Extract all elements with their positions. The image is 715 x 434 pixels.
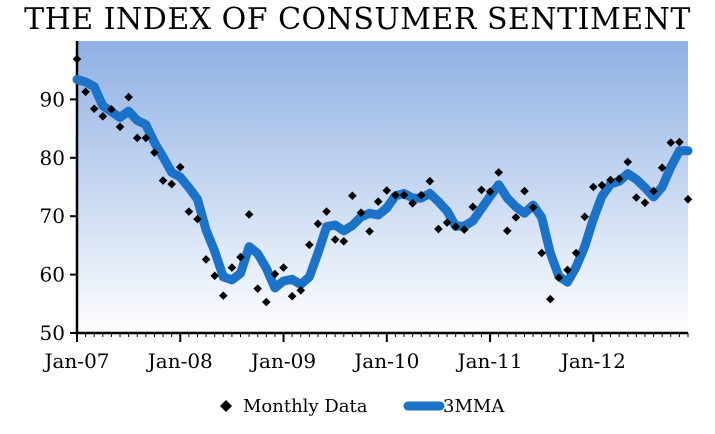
data-point	[89, 104, 99, 114]
y-tick-label: 80	[40, 146, 65, 170]
data-point	[485, 187, 495, 196]
data-point	[657, 163, 667, 173]
series-monthly-data	[72, 54, 693, 307]
data-point	[193, 214, 202, 224]
data-point	[287, 291, 297, 301]
data-point	[184, 207, 194, 216]
data-point	[296, 286, 306, 295]
y-tick-label: 90	[40, 87, 65, 111]
x-tick-label: Jan-07	[42, 349, 109, 373]
data-point	[98, 112, 108, 121]
legend: Monthly Data 3MMA	[220, 396, 505, 417]
data-point	[141, 133, 151, 143]
x-tick-label: Jan-12	[559, 349, 626, 373]
data-point	[666, 138, 676, 147]
y-tick-label: 60	[40, 263, 65, 287]
data-point	[132, 133, 142, 143]
data-point	[124, 92, 133, 102]
data-point	[520, 186, 529, 196]
data-point	[115, 122, 125, 132]
legend-label-monthly: Monthly Data	[243, 396, 368, 417]
data-point	[477, 185, 486, 195]
x-axis: Jan-07 Jan-08 Jan-09 Jan-10 Jan-11 Jan-12	[42, 331, 689, 373]
data-point	[632, 193, 641, 202]
data-point	[459, 225, 469, 234]
data-point	[623, 157, 633, 167]
data-point	[339, 237, 349, 246]
x-tick-label: Jan-08	[146, 349, 213, 373]
data-point	[348, 191, 357, 201]
data-point	[356, 208, 366, 217]
data-point	[201, 255, 211, 264]
data-point	[528, 203, 538, 212]
x-tick-label: Jan-09	[249, 349, 316, 373]
data-point	[494, 168, 503, 177]
chart-title: THE INDEX OF CONSUMER SENTIMENT	[24, 2, 691, 37]
data-point	[305, 240, 314, 250]
data-point	[537, 248, 547, 258]
data-point	[554, 273, 564, 282]
data-point	[210, 271, 219, 281]
data-point	[502, 226, 512, 236]
data-point	[279, 263, 288, 272]
data-point	[416, 190, 426, 200]
data-point	[408, 199, 417, 208]
data-point	[218, 291, 228, 300]
data-point	[150, 148, 159, 157]
data-point	[227, 263, 237, 272]
data-point	[330, 235, 340, 244]
plot-background	[77, 41, 688, 333]
data-point	[442, 218, 452, 227]
line-3mma	[72, 75, 693, 293]
data-point	[580, 212, 590, 222]
legend-label-3mma: 3MMA	[443, 396, 505, 417]
data-point	[365, 227, 374, 236]
data-point	[313, 219, 323, 229]
data-point	[167, 179, 176, 189]
data-point	[236, 252, 245, 262]
data-point	[425, 176, 435, 186]
data-point	[675, 137, 684, 147]
data-point	[253, 284, 263, 293]
data-point	[563, 265, 572, 275]
data-point	[649, 186, 658, 196]
data-point	[382, 186, 392, 195]
data-point	[640, 198, 650, 208]
data-point	[597, 180, 607, 190]
data-point	[589, 182, 598, 192]
data-point	[451, 222, 460, 232]
data-point	[511, 213, 521, 222]
data-point	[391, 190, 400, 200]
data-point	[270, 269, 280, 279]
legend-marker-monthly	[220, 400, 232, 412]
data-point	[399, 190, 409, 200]
data-point	[244, 210, 254, 219]
data-point	[175, 162, 185, 172]
data-point	[107, 105, 116, 114]
data-point	[468, 202, 478, 212]
data-point	[434, 224, 443, 234]
data-point	[158, 176, 168, 185]
data-point	[72, 54, 82, 64]
series-3mma	[72, 75, 693, 293]
data-point	[322, 207, 331, 216]
data-point	[546, 294, 555, 304]
data-point	[614, 174, 624, 184]
x-tick-label: Jan-11	[456, 349, 523, 373]
data-point	[373, 197, 383, 206]
y-tick-label: 50	[40, 321, 65, 345]
data-point	[571, 248, 581, 258]
data-point	[262, 297, 271, 307]
y-axis: 50 60 70 80 90	[40, 41, 79, 345]
x-tick-label: Jan-10	[352, 349, 419, 373]
data-point	[683, 194, 693, 204]
data-point	[81, 87, 90, 97]
y-tick-label: 70	[40, 204, 65, 228]
data-point	[606, 175, 615, 185]
